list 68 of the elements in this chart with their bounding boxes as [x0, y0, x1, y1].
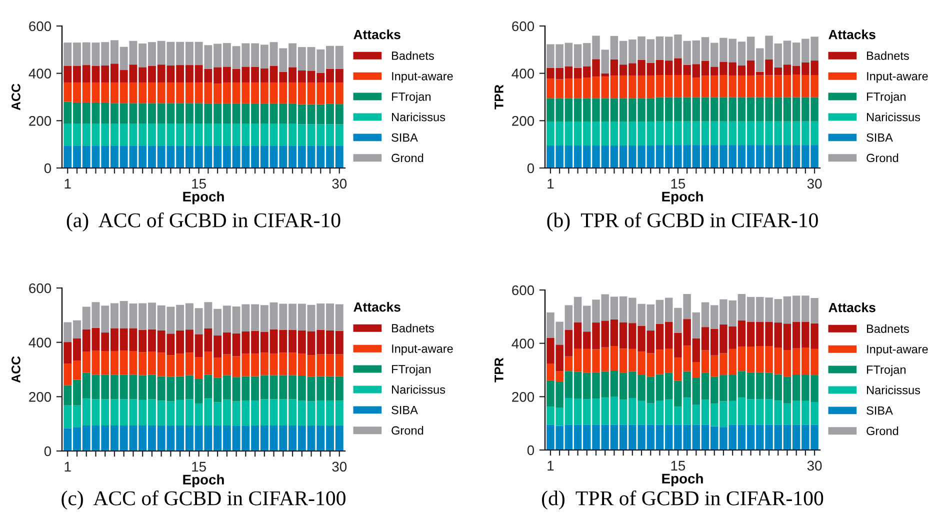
- legend-label: Grond: [866, 426, 898, 436]
- x-tick-label: 30: [332, 178, 347, 189]
- y-axis-title: ACC: [12, 356, 20, 383]
- text: (b) TPR of GCBD in CIFAR-10: [547, 212, 818, 232]
- legend-label: Input-aware: [392, 344, 453, 356]
- legend-title: Attacks: [354, 302, 400, 312]
- legend-label: Input-aware: [867, 345, 928, 356]
- y-tick-label: 600: [512, 21, 534, 32]
- y-axis-title: ACC: [12, 84, 20, 110]
- legend-label: FTrojan: [392, 92, 431, 104]
- legend-label: Badnets: [392, 51, 434, 60]
- y-tick-label: 200: [29, 392, 52, 402]
- y-tick-label: 400: [512, 338, 534, 349]
- y-tick-label: 200: [512, 116, 534, 126]
- y-tick-label: 600: [512, 285, 534, 296]
- y-tick-label: 400: [28, 68, 52, 79]
- legend-label: Input-aware: [392, 72, 453, 83]
- y-tick-label: 400: [28, 338, 52, 348]
- y-tick-label: 600: [29, 283, 52, 294]
- y-tick-label: 200: [512, 392, 534, 402]
- legend-label: SIBA: [392, 406, 418, 414]
- x-axis-title: Epoch: [662, 473, 703, 486]
- x-tick-label: 15: [671, 178, 686, 189]
- x-tick-label: 15: [192, 462, 206, 472]
- legend-label: FTrojan: [867, 365, 906, 376]
- text: (c) ACC of GCBD in CIFAR-100: [62, 490, 346, 510]
- legend-label: SIBA: [866, 406, 893, 415]
- y-axis-title: TPR: [494, 84, 504, 110]
- x-tick-label: 15: [671, 460, 686, 471]
- text: (d) TPR of GCBD in CIFAR-100: [542, 490, 824, 510]
- y-tick-label: 200: [29, 116, 52, 126]
- y-tick-label: 400: [512, 68, 534, 79]
- legend-label: Naricissus: [392, 385, 446, 394]
- y-tick-label: 0: [527, 163, 534, 174]
- x-tick-label: 1: [548, 460, 554, 470]
- legend-label: SIBA: [392, 133, 418, 142]
- legend-label: Badnets: [867, 324, 909, 333]
- text: (a) ACC of GCBD in CIFAR-10: [66, 212, 340, 232]
- legend-title: Attacks: [354, 30, 400, 40]
- legend-label: Naricissus: [867, 112, 920, 122]
- y-tick-label: 0: [527, 445, 534, 456]
- x-tick-label: 1: [64, 462, 71, 472]
- legend-label: FTrojan: [392, 364, 431, 376]
- y-tick-label: 0: [44, 446, 52, 456]
- x-tick-label: 30: [332, 462, 347, 472]
- legend-label: FTrojan: [867, 92, 906, 104]
- legend-label: Badnets: [392, 324, 434, 332]
- legend-title: Attacks: [828, 30, 876, 40]
- x-axis-title: Epoch: [183, 474, 224, 488]
- legend-label: Badnets: [867, 51, 909, 60]
- x-tick-label: 1: [548, 178, 554, 188]
- legend-label: Input-aware: [867, 72, 928, 83]
- x-tick-label: 15: [192, 178, 206, 189]
- x-tick-label: 30: [807, 178, 822, 189]
- x-axis-title: Epoch: [662, 191, 703, 204]
- y-tick-label: 600: [29, 21, 52, 32]
- x-tick-label: 1: [64, 178, 71, 188]
- legend-label: Naricissus: [867, 386, 920, 394]
- x-tick-label: 30: [807, 460, 822, 471]
- legend-label: SIBA: [866, 133, 893, 142]
- legend-label: Grond: [392, 153, 424, 162]
- y-tick-label: 0: [44, 163, 52, 174]
- legend-label: Grond: [392, 426, 424, 435]
- legend-title: Attacks: [828, 302, 876, 312]
- legend-label: Grond: [866, 153, 898, 162]
- legend-label: Naricissus: [392, 112, 446, 122]
- x-axis-title: Epoch: [183, 191, 224, 204]
- y-axis-title: TPR: [494, 358, 504, 382]
